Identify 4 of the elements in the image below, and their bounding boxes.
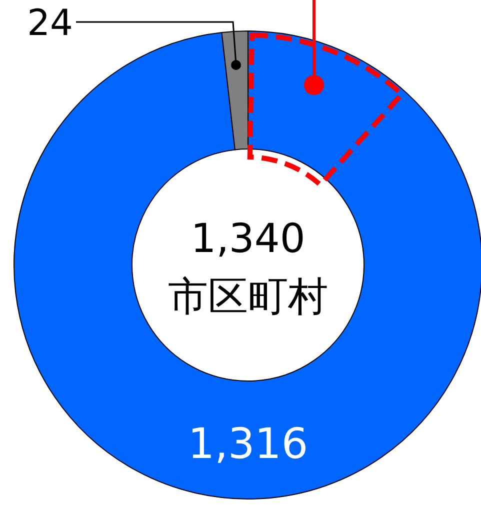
data-label: 24 xyxy=(27,3,73,44)
text: 1,340 xyxy=(190,216,306,262)
data-label: 1,316 xyxy=(188,419,308,468)
text: 市区町村 xyxy=(168,274,328,320)
